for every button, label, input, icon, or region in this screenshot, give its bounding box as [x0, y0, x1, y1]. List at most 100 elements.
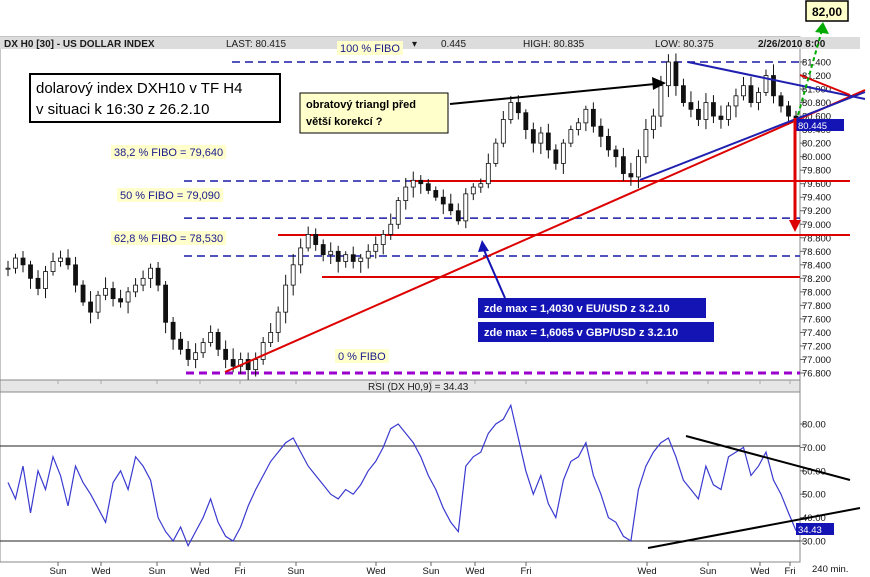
- gbp-note: zde max = 1,6065 v GBP/USD z 3.2.10: [484, 327, 678, 339]
- candle-body: [673, 61, 679, 87]
- green-arrow-up-icon: [815, 22, 829, 34]
- candle-body: [530, 129, 536, 144]
- candle-body: [43, 271, 48, 289]
- candle-body: [478, 183, 484, 188]
- triangle-note-line-2: větší korekcí ?: [306, 116, 383, 128]
- candle-body: [320, 244, 326, 256]
- candle-body: [298, 247, 304, 266]
- candle-body: [440, 196, 446, 205]
- candle-body: [500, 119, 506, 144]
- rsi-tick-label: 80.00: [802, 420, 826, 431]
- price-tick-label: 80.000: [802, 152, 831, 163]
- candle-body: [290, 264, 296, 286]
- candle-body: [275, 311, 281, 333]
- candle-body: [538, 132, 544, 144]
- rsi-title: RSI (DX H0,9) = 34.43: [368, 382, 469, 393]
- x-tick-label: Sun: [50, 566, 67, 577]
- candle-body: [5, 267, 11, 270]
- high-value: HIGH: 80.835: [523, 39, 585, 50]
- candle-body: [110, 288, 116, 300]
- x-tick-label: Sun: [423, 566, 440, 577]
- candle-body: [605, 135, 611, 151]
- target-box: [805, 0, 849, 22]
- candle-body: [268, 332, 274, 343]
- price-tick-label: 79.800: [802, 166, 831, 177]
- candle-body: [733, 95, 739, 107]
- candle-body: [711, 102, 716, 117]
- rsi-tick-label: 30.00: [802, 537, 826, 548]
- x-axis: Sun Wed Sun Wed Fri Sun Wed Sun Wed Fri Wed Sun Wed F…: [50, 380, 796, 577]
- rsi-panel: [0, 391, 801, 563]
- candle-body: [763, 75, 769, 93]
- fibo-label-bg: [111, 145, 227, 159]
- x-tick-label: Wed: [637, 566, 656, 577]
- candle-body: [778, 95, 784, 107]
- candle-body: [628, 173, 634, 178]
- candle-body: [350, 254, 356, 262]
- candle-body: [508, 102, 514, 120]
- candle-body: [223, 348, 229, 360]
- x-tick-label: Wed: [91, 566, 110, 577]
- candle-body: [786, 105, 791, 117]
- candle-body: [283, 284, 289, 313]
- title-box: [29, 73, 281, 123]
- candle-body: [253, 359, 259, 371]
- candle-body: [748, 85, 754, 103]
- candle-body: [343, 254, 349, 262]
- triangle-lower-line: [639, 91, 866, 181]
- gbp-note-box: [478, 322, 714, 342]
- candle-body: [200, 342, 206, 354]
- candle-body: [388, 223, 394, 235]
- candle-body: [118, 298, 123, 303]
- x-tick-label: Sun: [149, 566, 166, 577]
- x-tick-label: Wed: [750, 566, 769, 577]
- price-tick-label: 79.200: [802, 206, 831, 217]
- candle-body: [380, 234, 386, 245]
- x-tick-label: Sun: [288, 566, 305, 577]
- fibo-label: 38,2 % FIBO = 79,640: [114, 147, 223, 159]
- triangle-note-arrow: [449, 83, 656, 105]
- candle-body: [50, 261, 56, 272]
- candle-body: [583, 108, 589, 124]
- candle-body: [403, 186, 409, 201]
- blue-note-arrow: [483, 249, 506, 299]
- fibo-label-bg: [111, 231, 227, 245]
- x-tick-label: Sun: [700, 566, 717, 577]
- candle-body: [155, 267, 161, 286]
- price-tick-label: 79.400: [802, 193, 831, 204]
- candle-body: [58, 257, 63, 262]
- price-tick-label: 81.400: [802, 58, 831, 69]
- price-tick-label: 77.600: [802, 314, 831, 325]
- candle-body: [568, 129, 574, 144]
- candle-body: [726, 105, 731, 120]
- candle-body: [598, 125, 604, 137]
- triangle-note-line-1: obratový triangl před: [306, 99, 416, 111]
- target-label: 82,00: [812, 5, 842, 19]
- candle-body: [448, 203, 454, 212]
- candle-body: [28, 264, 33, 279]
- candle-body: [741, 85, 746, 97]
- candle-body: [756, 92, 761, 103]
- candle-body: [620, 156, 626, 174]
- candle-body: [245, 359, 251, 371]
- rsi-triangle-upper: [685, 435, 851, 481]
- rsi-current: 34.43: [798, 525, 822, 536]
- price-y-axis: 81.40081.20081.00080.80080.60080.40080.2…: [800, 58, 831, 380]
- price-tick-label: 77.400: [802, 328, 831, 339]
- candle-body: [73, 264, 78, 286]
- candle-body: [335, 250, 341, 262]
- candle-body: [703, 102, 709, 120]
- price-tick-label: 80.800: [802, 98, 831, 109]
- low-value: LOW: 80.375: [655, 39, 714, 50]
- price-tick-label: 77.000: [802, 355, 831, 366]
- price-tick-label: 81.000: [802, 85, 831, 96]
- x-tick-label: Wed: [190, 566, 209, 577]
- candle-body: [163, 284, 169, 323]
- candle-body: [65, 257, 71, 266]
- candle-body: [613, 149, 619, 158]
- candle-body: [553, 149, 559, 164]
- datetime: 2/26/2010 8:00: [758, 39, 826, 50]
- rsi-line: [7, 403, 797, 548]
- price-tick-label: 77.200: [802, 341, 831, 352]
- candle-body: [418, 179, 424, 185]
